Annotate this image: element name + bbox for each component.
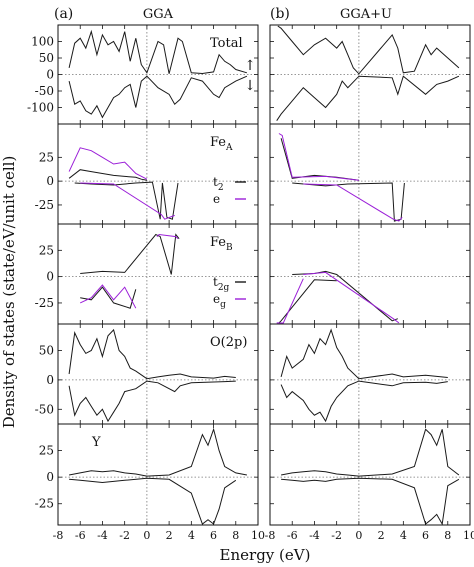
series-t2g-down-feB-gga: [80, 286, 137, 309]
x-tick-label-ggau-4: 0: [355, 529, 362, 542]
x-tick-label-ggau-3: -2: [331, 529, 342, 542]
y-axis-label: Density of states (state/eV/unit cell): [0, 156, 18, 429]
series-total-down-total-gga: [68, 75, 248, 119]
series-o2p-down-o2p-ggau: [280, 380, 448, 423]
x-tick-label-gga-1: -6: [75, 529, 86, 542]
spin-up-arrow: ↑: [244, 58, 256, 74]
y-tick-label-y-0: -25: [35, 497, 54, 511]
y-tick-label-y-1: 0: [46, 470, 54, 484]
legend-sub-feA-0: 2: [218, 183, 224, 193]
y-tick-label-total-1: -50: [35, 84, 54, 98]
panel-label-feA: FeA: [210, 135, 233, 153]
series-y-down-y-ggau: [281, 477, 460, 526]
series-total-down-total-ggau: [276, 75, 460, 121]
series-eg-up-feB-ggau: [303, 271, 400, 324]
x-axis-label: Energy (eV): [220, 546, 311, 564]
series-o2p-up-o2p-gga: [68, 328, 236, 380]
x-tick-label-gga-6: 4: [188, 529, 195, 542]
spin-down-arrow: ↓: [244, 78, 256, 94]
x-tick-label-gga-8: 8: [232, 529, 239, 542]
series-t2-up-feA-gga: [68, 169, 147, 181]
x-tick-label-gga-5: 2: [166, 529, 173, 542]
x-tick-label-ggau-0: -8: [265, 529, 276, 542]
column-title-gga: GGA: [143, 7, 174, 22]
y-tick-label-total-0: -100: [27, 101, 54, 115]
panel-frame-y-ggau: [269, 423, 471, 526]
panel-label-sub-feB: B: [226, 243, 233, 253]
panel-frame-feB-gga: [57, 223, 259, 325]
series-e-up-feA-ggau: [278, 133, 359, 181]
x-tick-label-ggau-7: 6: [422, 529, 429, 542]
series-e-down-feA-ggau: [303, 183, 403, 222]
legend-label-feA-1: e: [213, 192, 220, 206]
series-total-up-total-ggau: [277, 25, 460, 75]
panel-frame-feA-ggau: [269, 123, 471, 225]
x-tick-label-ggau-9: 10: [463, 529, 474, 542]
series-t2g-up-feB-gga: [80, 233, 180, 275]
series-t2g-up-feB-ggau: [292, 270, 398, 322]
x-tick-label-ggau-5: 2: [378, 529, 385, 542]
panel-frame-o2p-ggau: [269, 323, 471, 425]
y-tick-label-feB-1: 0: [46, 270, 54, 284]
y-tick-label-o2p-0: -50: [35, 402, 54, 416]
x-tick-label-gga-2: -4: [97, 529, 108, 542]
y-tick-label-feA-0: -25: [35, 198, 54, 212]
x-tick-label-ggau-6: 4: [400, 529, 407, 542]
x-tick-label-gga-4: 0: [143, 529, 150, 542]
legend-sub-feB-0: 2g: [218, 283, 230, 293]
series-t2-down-feA-gga: [74, 181, 179, 220]
panel-label-y: Y: [91, 435, 101, 450]
panel-tag-b: (b): [270, 6, 290, 22]
x-tick-label-gga-3: -2: [119, 529, 130, 542]
series-t2-up-feA-ggau: [280, 138, 359, 181]
y-tick-label-total-2: 0: [46, 68, 54, 82]
series-e-up-feA-gga: [68, 147, 148, 180]
x-tick-label-gga-9: 10: [251, 529, 265, 542]
series-total-up-total-gga: [68, 29, 248, 75]
y-tick-label-feB-2: 25: [39, 243, 54, 257]
panel-label-o2p: O(2p): [210, 335, 247, 350]
panel-frame-y-gga: [57, 423, 259, 526]
series-o2p-down-o2p-gga: [68, 380, 236, 423]
series-y-down-y-gga: [69, 477, 237, 525]
legend-label-feB-1: eg: [213, 292, 226, 310]
column-title-gga-u: GGA+U: [340, 7, 392, 22]
y-tick-label-total-3: 50: [39, 51, 54, 65]
panel-label-sub-feA: A: [225, 143, 233, 153]
y-tick-label-feA-1: 0: [46, 174, 54, 188]
y-tick-label-feA-2: 25: [39, 150, 54, 164]
series-e-down-feA-gga: [80, 182, 175, 220]
x-tick-label-gga-7: 6: [210, 529, 217, 542]
panel-tag-a: (a): [54, 6, 73, 22]
y-tick-label-total-4: 100: [31, 35, 54, 49]
panel-label-total: Total: [210, 36, 243, 51]
series-t2g-down-feB-ggau: [278, 279, 337, 324]
series-eg-down-feB-ggau: [276, 278, 304, 324]
legend-sub-feB-1: g: [220, 300, 226, 310]
series-y-up-y-gga: [69, 427, 247, 477]
series-eg-up-feB-gga: [156, 233, 179, 240]
x-tick-label-ggau-2: -4: [309, 529, 320, 542]
panel-label-feB: FeB: [210, 235, 233, 253]
x-tick-label-ggau-1: -6: [287, 529, 298, 542]
series-eg-down-feB-gga: [79, 284, 137, 309]
panel-frame-total-ggau: [269, 24, 471, 125]
series-y-up-y-ggau: [281, 428, 460, 477]
x-tick-label-ggau-8: 8: [444, 529, 451, 542]
y-tick-label-o2p-1: 0: [46, 373, 54, 387]
legend-label-feA-0: t2: [213, 175, 224, 193]
y-tick-label-y-2: 25: [39, 444, 54, 458]
y-tick-label-o2p-2: 50: [39, 343, 54, 357]
legend-label-feB-0: t2g: [213, 275, 230, 293]
x-tick-label-gga-0: -8: [53, 529, 64, 542]
series-o2p-up-o2p-ggau: [280, 328, 448, 380]
y-tick-label-feB-0: -25: [35, 296, 54, 310]
